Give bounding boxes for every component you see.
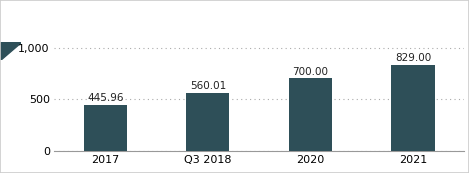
Bar (186, 93, 229, 151)
Text: 445.96: 445.96 (87, 93, 123, 103)
Bar (392, 65, 435, 151)
Text: 560.01: 560.01 (189, 81, 226, 91)
Bar (289, 78, 332, 151)
Text: 829.00: 829.00 (395, 53, 431, 63)
Text: 700.00: 700.00 (292, 67, 328, 77)
Text: Internet Users in India (million): Internet Users in India (million) (104, 14, 365, 29)
Bar (83, 105, 127, 151)
Polygon shape (0, 42, 21, 60)
